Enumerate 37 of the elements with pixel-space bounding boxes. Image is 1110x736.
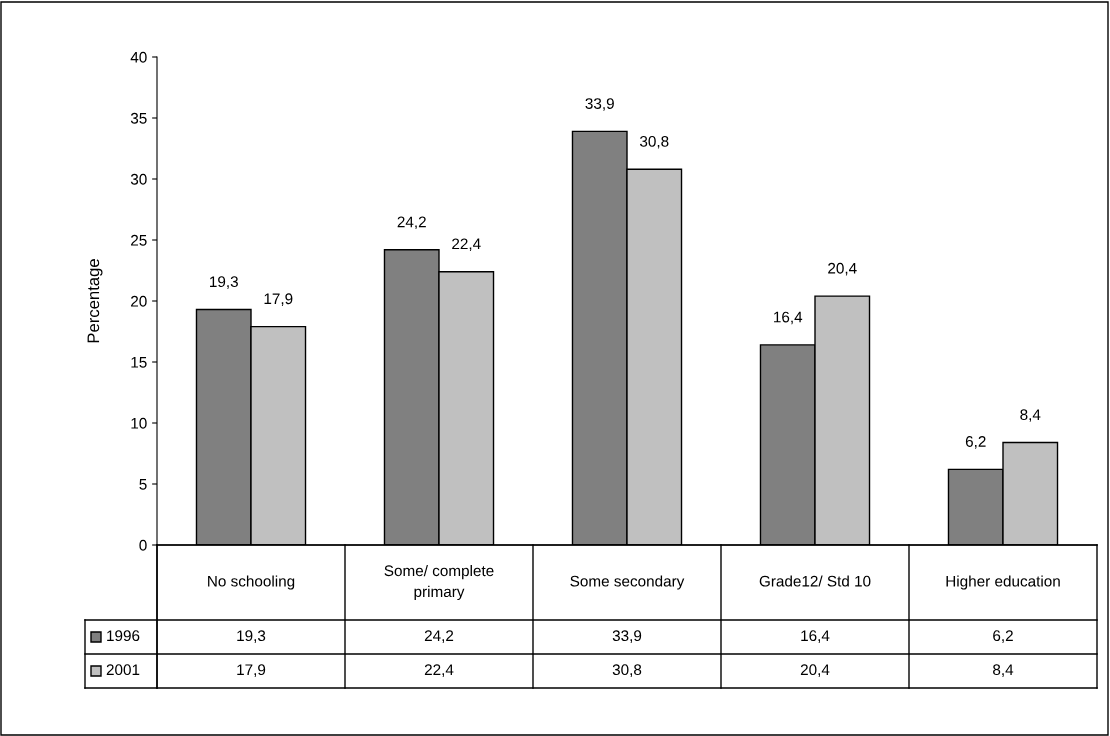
data-label: 20,4 <box>800 664 830 677</box>
legend-label: 2001 <box>106 664 140 676</box>
x-tick-label: Grade12/ Std 10 <box>759 575 871 587</box>
text: 16,4 <box>774 311 803 325</box>
y-tick-label: 15 <box>131 357 147 368</box>
text: 19,3 <box>210 276 238 289</box>
data-label: 24,2 <box>424 630 454 643</box>
y-tick-label: 20 <box>131 295 147 307</box>
y-axis-title: Percentage <box>87 259 103 343</box>
text: 30,8 <box>639 135 669 149</box>
y-tick-label: 40 <box>130 51 147 63</box>
text: 22,4 <box>452 238 481 252</box>
y-tick-label: 30 <box>130 173 147 185</box>
legend-label: 1996 <box>107 630 140 642</box>
data-label: 17,9 <box>237 664 266 677</box>
text: 17,9 <box>264 293 293 306</box>
y-tick-label: 5 <box>139 479 147 490</box>
x-tick-label: Some secondary <box>570 575 685 590</box>
data-label: 8,4 <box>993 664 1014 677</box>
data-label: 33,9 <box>612 630 642 643</box>
text: 20,4 <box>828 262 857 276</box>
data-label: 16,4 <box>801 630 830 643</box>
x-tick-label: No schooling <box>208 575 295 590</box>
text: 33,9 <box>585 98 614 111</box>
data-label: 30,8 <box>612 664 642 677</box>
text: 8,4 <box>1020 409 1041 422</box>
x-tick-label: Higher education <box>946 575 1060 590</box>
text: 24,2 <box>397 216 426 230</box>
y-tick-label: 0 <box>139 539 147 551</box>
data-label: 6,2 <box>993 630 1013 643</box>
data-label: 22,4 <box>424 664 454 677</box>
data-label: 19,3 <box>237 630 266 643</box>
y-tick-label: 35 <box>130 112 147 124</box>
x-tick-label: Some/ complete primary <box>384 564 494 601</box>
y-tick-label: 10 <box>131 417 147 429</box>
text: 6,2 <box>965 436 986 449</box>
y-tick-label: 25 <box>131 234 147 246</box>
